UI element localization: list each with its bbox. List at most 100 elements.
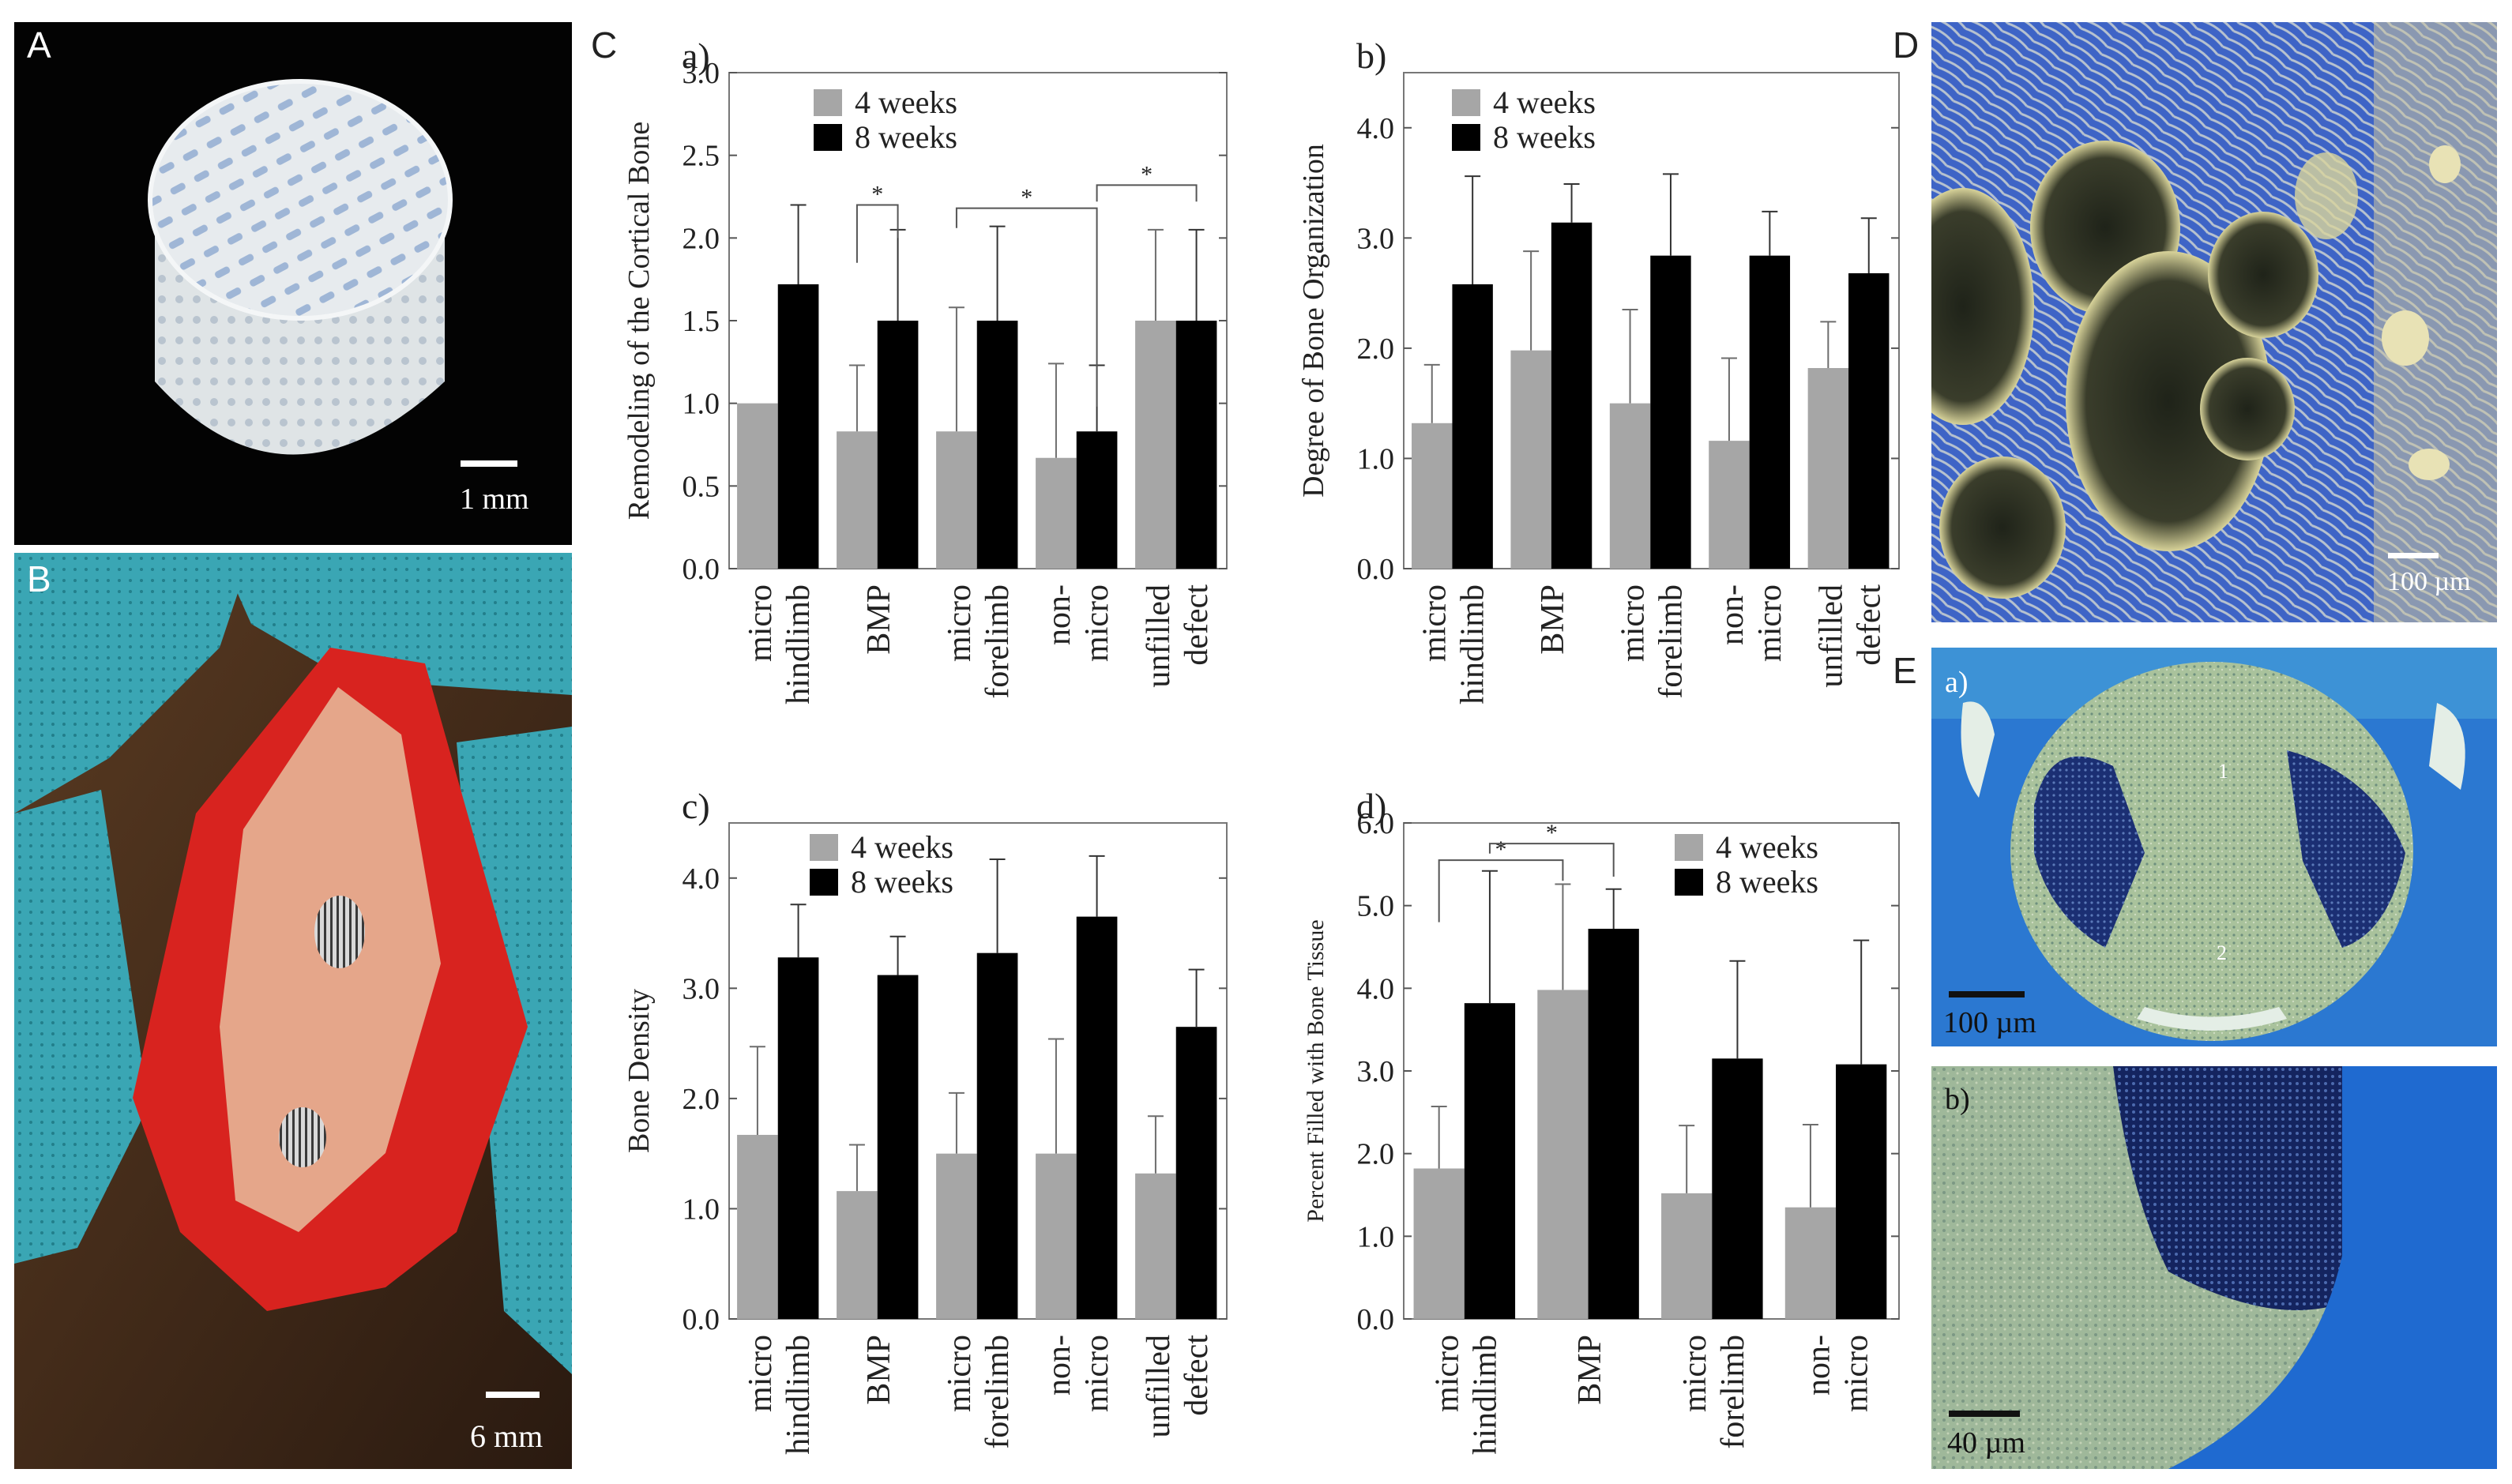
chart-a-bar-w8	[1175, 321, 1217, 569]
chart-a-category-label: micro	[942, 584, 978, 662]
chart-d-category-label: micro	[1429, 1335, 1465, 1412]
chart-d-ylabel: Percent Filled with Bone Tissue	[1303, 919, 1329, 1222]
chart-d-ytick-label: 6.0	[1357, 807, 1395, 840]
chart-a-legend-swatch	[814, 89, 842, 116]
scale-bar-d	[2388, 553, 2439, 558]
scale-label-d: 100 µm	[2387, 567, 2471, 596]
chart-c-category-label: forelimb	[980, 1335, 1016, 1449]
chart-d-label: d)	[1356, 786, 1386, 826]
chart-a-ytick-label: 2.0	[683, 222, 720, 255]
chart-b-category-label: defect	[1851, 584, 1887, 666]
photo-histology-d	[1931, 22, 2497, 622]
chart-c-legend-swatch	[810, 869, 838, 896]
chart-a-legend-label: 4 weeks	[855, 85, 957, 120]
chart-c-ylabel: Bone Density	[622, 989, 656, 1153]
panel-letter-d: D	[1893, 24, 1920, 66]
chart-c-bar-w8	[777, 957, 819, 1319]
chart-b-label: b)	[1356, 36, 1386, 76]
chart-b-bar-w8	[1551, 222, 1593, 569]
chart-b-bar-w8	[1749, 255, 1791, 569]
scale-bar-b	[486, 1392, 540, 1398]
chart-b-legend-swatch	[1452, 89, 1480, 116]
chart-c-bar-w8	[976, 952, 1018, 1319]
chart-a-category-label: unfilled	[1141, 584, 1177, 688]
chart-b-category-label: micro	[1752, 584, 1788, 662]
chart-a-category-label: forelimb	[980, 584, 1016, 699]
scale-label-e-b: 40 µm	[1947, 1426, 2025, 1460]
chart-b-category-label: forelimb	[1653, 584, 1690, 699]
chart-a-ytick-label: 3.0	[683, 57, 720, 90]
chart-a-legend-swatch	[814, 124, 842, 151]
chart-d-sig-star: *	[1495, 836, 1507, 862]
chart-a-bar-w8	[877, 321, 919, 569]
photo-surgery	[14, 553, 572, 1469]
panel-letter-b: B	[27, 558, 51, 599]
chart-d-category-label: hindlimb	[1467, 1335, 1503, 1455]
chart-d-ytick-label: 3.0	[1357, 1055, 1395, 1088]
chart-b-category-label: non-	[1714, 584, 1751, 645]
chart-b-category-label: hindlimb	[1455, 584, 1491, 704]
chart-d-bar-w4	[1537, 990, 1589, 1319]
chart-c-legend-label: 8 weeks	[851, 864, 953, 900]
chart-a-sig-bracket	[856, 204, 899, 263]
sub-label-e-b: b)	[1945, 1083, 1970, 1116]
chart-d-bar-w4	[1661, 1193, 1713, 1319]
chart-b-ytick-label: 3.0	[1357, 222, 1395, 255]
chart-c-bar-w4	[936, 1153, 977, 1319]
chart-a-ytick-label: 0.5	[683, 470, 720, 503]
chart-d-legend-label: 8 weeks	[1716, 864, 1818, 900]
chart-b-legend-swatch	[1452, 124, 1480, 151]
photo-histology-e-b	[1931, 1066, 2497, 1469]
chart-c-legend-label: 4 weeks	[851, 829, 953, 865]
chart-d-category-label: micro	[1839, 1335, 1875, 1412]
chart-b-bar-w8	[1848, 272, 1890, 569]
chart-c-ytick-label: 3.0	[683, 972, 720, 1005]
chart-a-sig-star: *	[871, 181, 883, 207]
chart-a-sig-star: *	[1141, 161, 1153, 187]
chart-d-ytick-label: 5.0	[1357, 890, 1395, 923]
chart-a-ytick-label: 1.5	[683, 305, 720, 338]
chart-a-ytick-label: 2.5	[683, 140, 720, 173]
chart-d-legend-label: 4 weeks	[1716, 829, 1818, 865]
chart-d-sig-bracket	[1438, 859, 1564, 922]
chart-c-ytick-label: 2.0	[683, 1083, 720, 1116]
chart-d-legend-swatch	[1675, 834, 1703, 861]
chart-a-category-label: micro	[1079, 584, 1115, 662]
chart-a-bar-w8	[976, 321, 1018, 569]
scale-bar-a	[461, 460, 517, 467]
chart-c-category-label: hindlimb	[780, 1335, 817, 1455]
panel-letter-e: E	[1893, 650, 1917, 691]
chart-a-bar-w4	[1036, 457, 1077, 569]
chart-c-category-label: defect	[1179, 1335, 1215, 1416]
scale-label-e-a: 100 µm	[1943, 1006, 2036, 1039]
chart-a-legend-label: 8 weeks	[855, 119, 957, 155]
chart-d-ytick-label: 4.0	[1357, 972, 1395, 1005]
marker-e-1: 1	[2218, 760, 2228, 783]
chart-d-ytick-label: 2.0	[1357, 1138, 1395, 1171]
chart-b-bar-w4	[1807, 368, 1849, 569]
chart-a-category-label: hindlimb	[780, 584, 817, 704]
chart-c-ytick-label: 0.0	[683, 1303, 720, 1336]
chart-b-ytick-label: 1.0	[1357, 442, 1395, 475]
chart-d-bar-w8	[1712, 1058, 1763, 1319]
chart-a-bar-w4	[837, 431, 878, 569]
chart-c-legend-swatch	[810, 834, 838, 861]
photo-histology-e-a	[1931, 648, 2497, 1046]
chart-b-legend-label: 4 weeks	[1493, 85, 1596, 120]
chart-a-ytick-label: 1.0	[683, 388, 720, 421]
chart-a-category-label: non-	[1041, 584, 1077, 645]
photo-scaffold	[14, 22, 572, 545]
chart-b-category-label: BMP	[1535, 584, 1571, 655]
chart-b-bar-w8	[1452, 284, 1493, 569]
chart-d-sig-bracket	[1488, 843, 1615, 877]
chart-d-bar-w4	[1784, 1207, 1837, 1319]
scale-label-a: 1 mm	[460, 483, 529, 516]
chart-b-ytick-label: 0.0	[1357, 553, 1395, 586]
chart-a-sig-star: *	[1021, 185, 1032, 211]
chart-b-ylabel: Degree of Bone Organization	[1297, 144, 1330, 498]
chart-c-ytick-label: 1.0	[683, 1193, 720, 1226]
sub-label-e-a: a)	[1945, 666, 1969, 699]
chart-d-category-label: BMP	[1572, 1335, 1608, 1405]
chart-a-bar-w4	[1135, 321, 1176, 569]
scale-label-b: 6 mm	[470, 1418, 543, 1454]
